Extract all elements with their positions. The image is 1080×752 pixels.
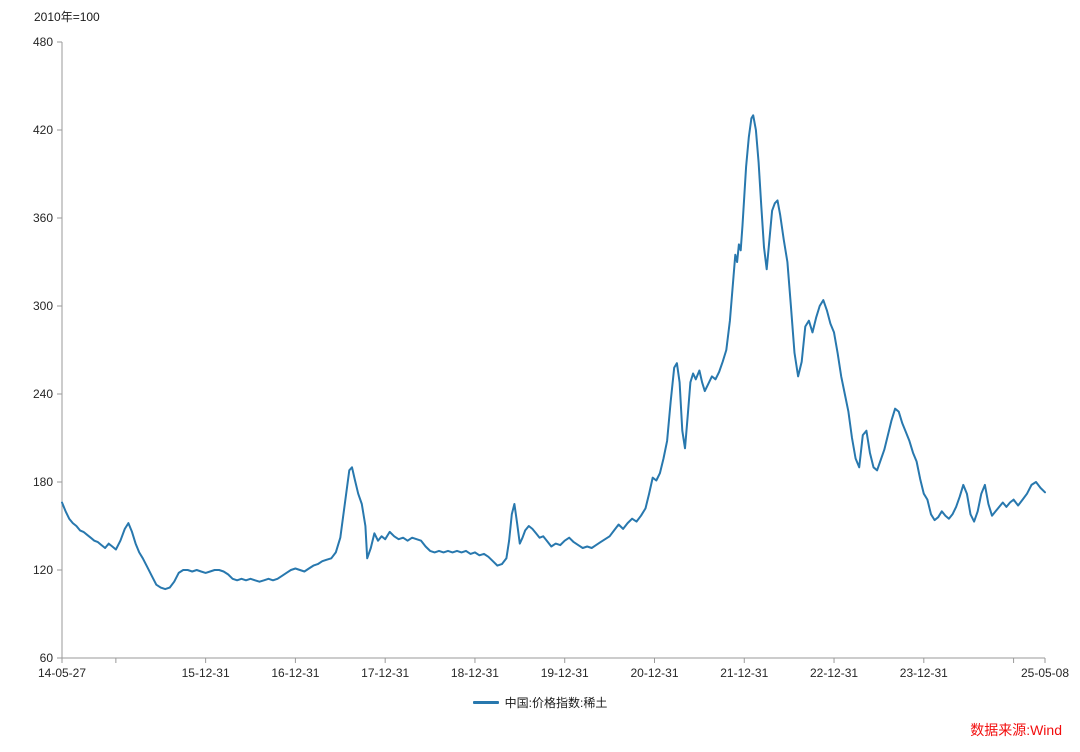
x-tick-label: 19-12-31 xyxy=(541,666,589,680)
x-tick-label: 18-12-31 xyxy=(451,666,499,680)
y-tick-label: 480 xyxy=(33,35,53,49)
axis-unit-label: 2010年=100 xyxy=(34,10,100,24)
x-tick-label: 14-05-27 xyxy=(38,666,86,680)
x-tick-label: 23-12-31 xyxy=(900,666,948,680)
y-tick-label: 360 xyxy=(33,211,53,225)
x-tick-label: 17-12-31 xyxy=(361,666,409,680)
line-chart: 60 120 180 240 300 360 420 480 14-05-27 15-12-31 1… xyxy=(33,35,1069,680)
x-tick-label: 20-12-31 xyxy=(630,666,678,680)
chart-canvas: 60 120 180 240 300 360 420 480 14-05-27 15-12-31 1… xyxy=(33,35,1069,680)
legend-line-swatch xyxy=(472,701,499,704)
y-tick-label: 120 xyxy=(33,563,53,577)
y-tick-label: 60 xyxy=(40,651,54,665)
x-tick-label: 16-12-31 xyxy=(271,666,319,680)
legend-series-label: 中国:价格指数:稀土 xyxy=(504,696,608,710)
data-source-label: 数据来源:Wind xyxy=(970,722,1062,738)
x-tick-label: 22-12-31 xyxy=(810,666,858,680)
x-tick-label: 25-05-08 xyxy=(1021,666,1069,680)
y-tick-label: 300 xyxy=(33,299,53,313)
chart-legend: 中国:价格指数:稀土 xyxy=(0,694,1080,711)
y-tick-label: 180 xyxy=(33,475,53,489)
series-line xyxy=(61,114,1046,591)
x-tick-label: 21-12-31 xyxy=(720,666,768,680)
y-tick-label: 240 xyxy=(33,387,53,401)
x-tick-label: 15-12-31 xyxy=(182,666,230,680)
y-tick-label: 420 xyxy=(33,123,53,137)
